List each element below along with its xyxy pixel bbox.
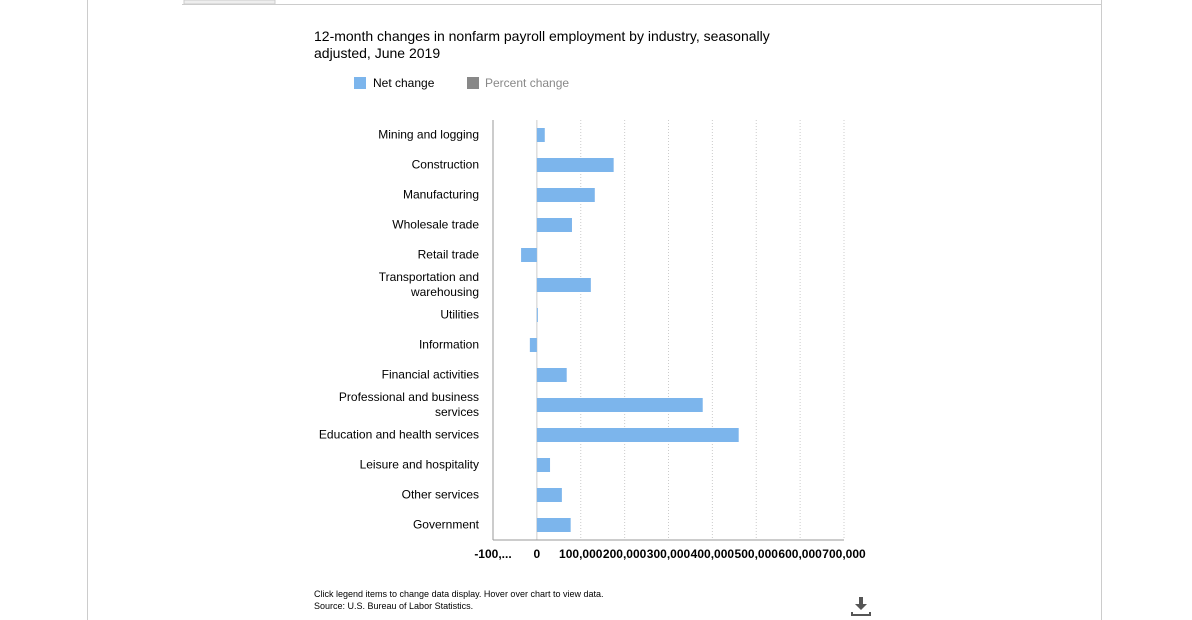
- note: Click legend items to change data displa…: [314, 589, 604, 599]
- x-tick-label: 0: [534, 547, 541, 561]
- bar: [536, 368, 567, 382]
- legend-swatch[interactable]: [467, 77, 479, 89]
- bar: [536, 428, 739, 442]
- x-tick-label: 500,000: [735, 547, 779, 561]
- bar: [536, 488, 562, 502]
- y-tick-label: Government: [412, 517, 479, 532]
- y-tick-label: Utilities: [440, 307, 479, 322]
- x-tick-label: -100,...: [474, 547, 511, 561]
- legend-label[interactable]: Net change: [373, 76, 435, 90]
- bar: [521, 248, 537, 262]
- y-tick-label: Wholesale trade: [392, 217, 479, 232]
- y-tick-label: Other services: [401, 487, 479, 502]
- y-tick-label: Financial activities: [381, 367, 479, 382]
- y-tick-label: Information: [418, 337, 479, 352]
- y-tick-label: Retail trade: [417, 247, 479, 262]
- bar: [536, 158, 614, 172]
- bar: [536, 458, 551, 472]
- x-tick-label: 600,000: [778, 547, 822, 561]
- bar: [536, 128, 545, 142]
- legend-swatch[interactable]: [354, 77, 366, 89]
- bar: [536, 398, 703, 412]
- y-tick-label: Mining and logging: [378, 127, 479, 142]
- bar: [536, 278, 591, 292]
- y-tick-label: Transportation and warehousing: [378, 270, 479, 299]
- bar: [536, 308, 538, 322]
- y-tick-label: Manufacturing: [402, 187, 479, 202]
- download-icon[interactable]: [851, 597, 871, 616]
- x-tick-label: 300,000: [647, 547, 691, 561]
- tab[interactable]: [183, 0, 276, 5]
- x-tick-label: 100,000: [559, 547, 603, 561]
- x-tick-label: 200,000: [603, 547, 647, 561]
- chart-title: 12-month changes in nonfarm payroll empl…: [314, 28, 770, 61]
- bar: [529, 338, 537, 352]
- y-tick-label: Professional and business services: [338, 390, 479, 419]
- y-tick-label: Construction: [411, 157, 479, 172]
- y-tick-label: Leisure and hospitality: [359, 457, 479, 472]
- x-tick-label: 700,000: [822, 547, 866, 561]
- legend-label[interactable]: Percent change: [485, 76, 569, 90]
- x-tick-label: 400,000: [691, 547, 735, 561]
- note: Source: U.S. Bureau of Labor Statistics.: [314, 601, 474, 611]
- bar: [536, 188, 595, 202]
- y-tick-label: Education and health services: [318, 427, 479, 442]
- bar: [536, 518, 571, 532]
- bar: [536, 218, 572, 232]
